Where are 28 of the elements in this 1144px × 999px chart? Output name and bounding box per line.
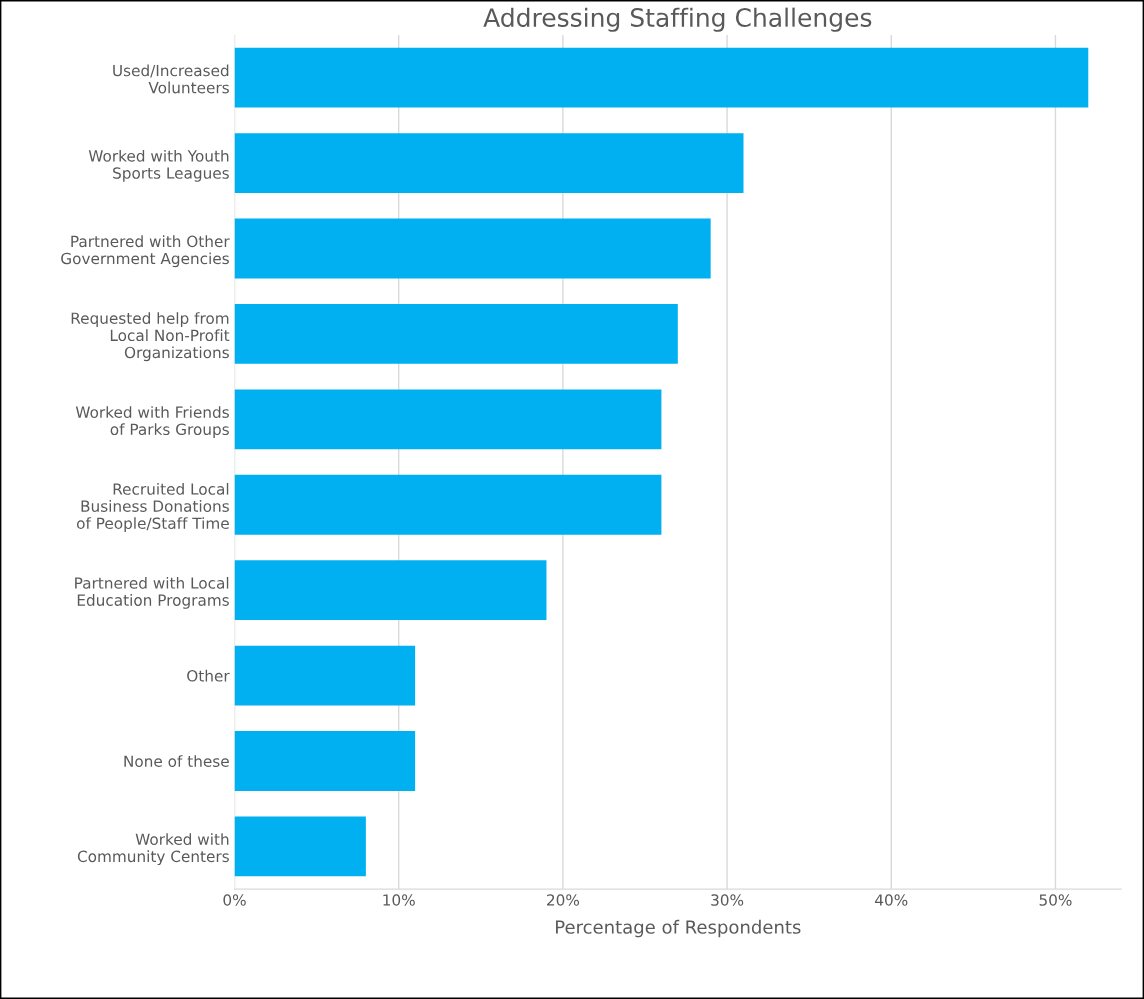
bar (234, 304, 678, 364)
x-tick-label: 50% (1039, 894, 1072, 906)
y-tick-label: Worked with Youth Sports Leagues (88, 149, 229, 182)
x-tick-label: 0% (223, 894, 246, 906)
y-tick-label: Recruited Local Business Donations of People/Staff Time (76, 482, 229, 532)
x-axis-title: Percentage of Respondents (556, 919, 801, 938)
y-tick-label: Requested help from Local Non-Profit Organizations (71, 312, 230, 362)
y-tick-label: Used/Increased Volunteers (113, 64, 229, 94)
x-tick-label: 20% (547, 894, 580, 906)
bar (234, 389, 662, 450)
x-tick-label: 10% (383, 894, 415, 906)
x-tick-label: 40% (875, 894, 908, 906)
chart-title: Addressing Staffing Challenges (483, 7, 872, 32)
x-tick-label: 30% (711, 894, 744, 906)
bar (234, 218, 711, 279)
bar (234, 474, 662, 535)
bar (234, 560, 547, 621)
y-tick-label: Worked with Friends of Parks Groups (75, 406, 229, 439)
bar (234, 133, 744, 193)
y-tick-label: None of these (124, 755, 229, 768)
bar (234, 731, 416, 791)
y-tick-label: Other (187, 669, 230, 682)
y-tick-label: Partnered with Other Government Agencies (61, 235, 230, 268)
y-tick-label: Worked with Community Centers (77, 833, 229, 866)
bar (234, 816, 366, 877)
bar (234, 47, 1089, 108)
y-tick-label: Partnered with Local Education Programs (75, 576, 229, 609)
bar (234, 645, 416, 706)
